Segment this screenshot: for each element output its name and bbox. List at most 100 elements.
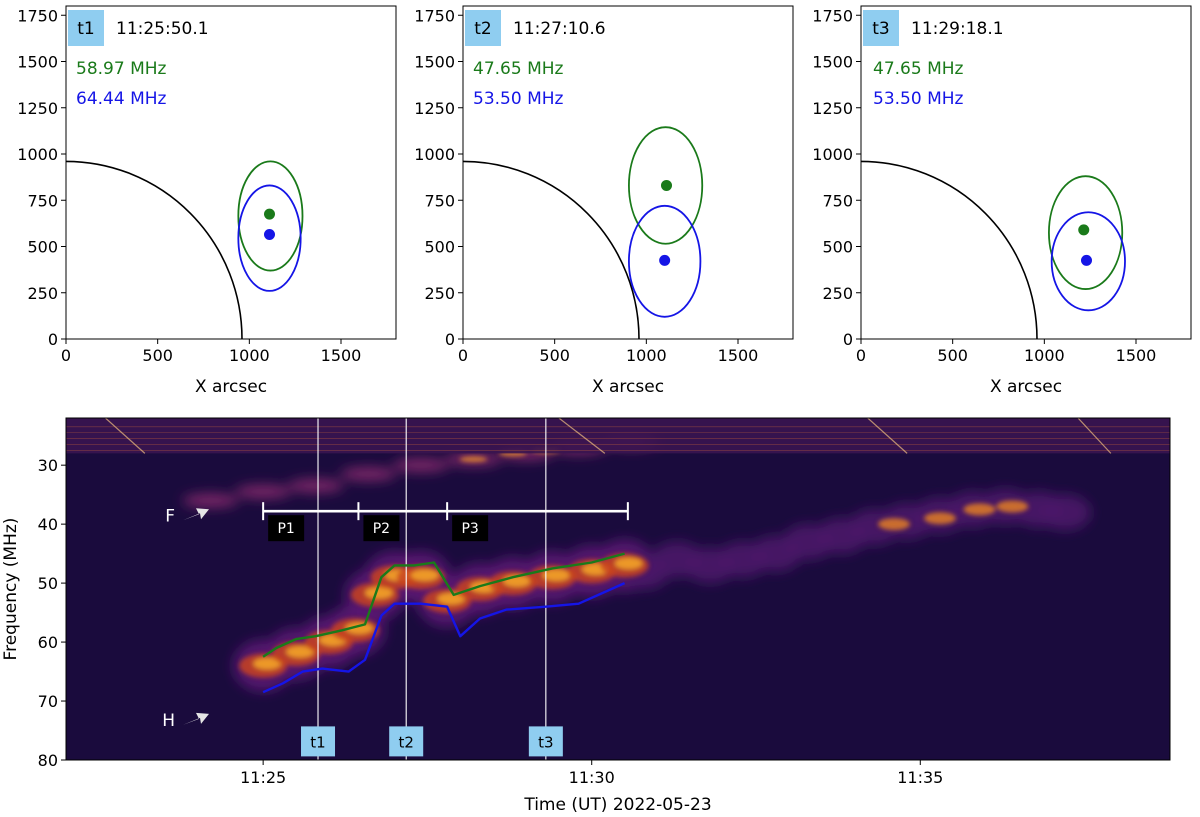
spectrogram-xlabel: Time (UT) 2022-05-23 — [523, 795, 711, 815]
panel-t2-frame — [462, 5, 794, 340]
time-marker-badge-bg-t2 — [389, 726, 424, 757]
panel-t3-ytick-label: 250 — [822, 284, 853, 303]
emission-blob — [614, 557, 643, 570]
panel-t2-xtick-label: 1000 — [626, 346, 667, 365]
panel-t3-frame — [860, 5, 1192, 340]
emission-blob — [340, 467, 397, 482]
panel-t2-ytick-label: 1000 — [414, 145, 455, 164]
panel-t1-xtick-label: 500 — [142, 346, 173, 365]
panel-t2-ytick-label: 750 — [424, 191, 455, 210]
spectrogram-ytick-label: 30 — [38, 456, 58, 475]
panel-t1-xlabel: X arcsec — [195, 377, 267, 397]
spectrogram-tracks — [262, 552, 626, 694]
time-marker-badge-t1: t1 — [310, 733, 325, 751]
panel-t3-xtick-label: 500 — [937, 346, 968, 365]
emission-blob — [286, 645, 314, 658]
panel-t2-xtick-label: 500 — [539, 346, 570, 365]
emission-blob — [1038, 494, 1091, 531]
rfi-streak — [1077, 418, 1112, 454]
spectrogram-ytick-label: 80 — [38, 751, 58, 770]
panel-t1-ytick-label: 0 — [48, 330, 58, 349]
emission-blob — [410, 569, 439, 582]
panel-t1-source-ellipse-green — [237, 160, 304, 272]
emission-blob — [459, 456, 488, 463]
emission-blob — [235, 484, 292, 499]
spectrogram-ytick-label: 40 — [38, 515, 58, 534]
panel-t2-ytick-label: 500 — [424, 238, 455, 257]
panel-t3-xtick-label: 1000 — [1024, 346, 1065, 365]
annotation-arrow-F — [183, 508, 209, 521]
panel-t1-source-centroid-blue — [264, 228, 275, 240]
emission-blob — [996, 500, 1029, 513]
panel-t2-freq-green: 47.65 MHz — [473, 59, 564, 79]
panel-t1-ytick-label: 1000 — [17, 145, 58, 164]
panel-t1-xtick-label: 1000 — [229, 346, 270, 365]
panel-t1-frame — [65, 5, 397, 340]
panel-t3-badge-bg — [863, 10, 899, 46]
panel-t3-ytick-label: 750 — [822, 191, 853, 210]
spectrogram-xtick-label: 11:25 — [240, 768, 286, 787]
panel-t2-source-centroid-green — [661, 179, 672, 191]
emission-blob — [963, 503, 996, 516]
spectrogram-ytick-label: 60 — [38, 633, 58, 652]
rfi-streak — [558, 418, 606, 454]
panel-t1-ytick-label: 1750 — [17, 6, 58, 25]
rfi-band — [66, 418, 1170, 454]
rfi-streak — [105, 418, 146, 454]
panel-t2-ytick-label: 1250 — [414, 99, 455, 118]
panel-t3-xlabel: X arcsec — [990, 377, 1062, 397]
annotation-H: H — [162, 711, 175, 731]
spectrogram-annotations: FH — [162, 506, 209, 731]
panel-t1-xtick-label: 1500 — [321, 346, 362, 365]
spectrogram-frame — [65, 417, 1171, 761]
rfi-streak — [867, 418, 908, 454]
panel-t3-badge: t3 — [872, 19, 889, 39]
panel-t1-ytick-label: 500 — [27, 238, 58, 257]
panel-t3-xtick-label: 0 — [856, 346, 866, 365]
annotation-F: F — [165, 506, 175, 526]
panel-t1-time: 11:25:50.1 — [116, 19, 209, 39]
panel-t1-ticks: 0 500 1000 1500 0 250 500 750 1000 1250 1500 1750 — [17, 6, 361, 365]
emission-blob — [287, 478, 344, 493]
panel-t2-ytick-label: 0 — [445, 330, 455, 349]
phase-label-P2: P2 — [373, 521, 390, 537]
panel-t2-solar-limb — [463, 160, 640, 339]
panel-t2-xtick-label: 1500 — [718, 346, 759, 365]
spectrogram-plot: t1 t2 t3 P1 P2 P3 FH — [66, 418, 1170, 760]
panel-t1-ytick-label: 1500 — [17, 53, 58, 72]
panel-t3-source-centroid-blue — [1081, 254, 1092, 266]
spectrogram-ticks: 11:25 11:30 11:35 30 40 50 60 70 80 — [38, 456, 944, 787]
panel-t2-ytick-label: 1500 — [414, 53, 455, 72]
emission-blob — [878, 518, 910, 531]
phase-label-P1: P1 — [277, 521, 294, 537]
panel-t1-freq-green: 58.97 MHz — [76, 59, 167, 79]
time-marker-badge-bg-t1 — [301, 726, 336, 757]
spectrogram-ytick-label: 50 — [38, 574, 58, 593]
emission-blob — [924, 512, 956, 525]
emission-blob — [392, 458, 449, 473]
panel-t3-ytick-label: 1500 — [812, 53, 853, 72]
emission-blob — [437, 592, 466, 605]
panel-t1-badge-bg — [68, 10, 104, 46]
panel-t1-ytick-label: 250 — [27, 284, 58, 303]
emission-blob — [364, 586, 393, 599]
emission-blob — [182, 493, 239, 508]
spectrogram-xtick-label: 11:35 — [897, 768, 943, 787]
panel-t1-solar-limb — [66, 160, 243, 339]
panel-t1: 0 500 1000 1500 0 250 500 750 1000 1250 1500 1750 t… — [17, 5, 397, 397]
panel-t3-freq-blue: 53.50 MHz — [873, 89, 964, 109]
panel-t2-xlabel: X arcsec — [592, 377, 664, 397]
phase-label-P3: P3 — [461, 521, 478, 537]
spectrogram-xtick-label: 11:30 — [569, 768, 615, 787]
panel-t1-ytick-label: 750 — [27, 191, 58, 210]
panel-t3-ytick-label: 0 — [843, 330, 853, 349]
spectrogram-emission — [66, 418, 1170, 692]
panel-t3-time: 11:29:18.1 — [911, 19, 1004, 39]
phase-label-bg-P2 — [363, 515, 400, 542]
panel-t2-source-ellipse-green — [628, 126, 704, 245]
phase-label-bg-P3 — [452, 515, 489, 542]
panel-t1-freq-blue: 64.44 MHz — [76, 89, 167, 109]
panel-t2-time: 11:27:10.6 — [513, 19, 606, 39]
spectrogram-ytick-label: 70 — [38, 692, 58, 711]
